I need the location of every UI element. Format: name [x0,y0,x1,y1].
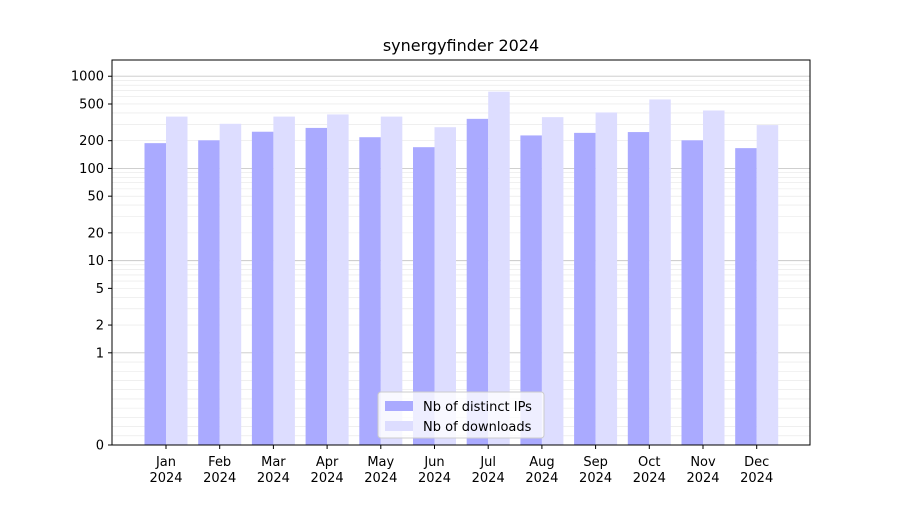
x-tick-label-line: Apr [316,455,339,470]
y-tick-label: 1000 [71,70,104,85]
bar-distinct-ips [198,140,220,446]
x-tick-label-line: Feb [208,455,231,470]
x-tick-label-line: Jun [423,455,444,470]
x-tick-label: Jul 2024 [472,455,505,486]
legend-label-downloads: Nb of downloads [423,420,532,435]
bar-downloads [380,116,403,445]
x-tick-label-line: Dec [744,455,769,470]
bar-downloads [595,112,618,446]
bar-downloads [649,99,671,445]
x-tick-label: Oct 2024 [633,455,666,486]
x-tick-label: Jun 2024 [418,455,451,486]
x-tick-label-line: Oct [638,455,660,470]
bar-distinct-ips [574,132,596,445]
y-tick-label: 5 [96,282,104,297]
y-tick-label: 0 [96,439,104,454]
bar-distinct-ips [359,137,381,445]
legend-swatch-downloads [385,421,413,431]
bar-downloads [434,127,456,446]
bar-downloads [703,110,725,446]
plot-frame [111,59,811,446]
bar-downloads [219,123,242,445]
x-tick-label-line: 2024 [525,471,558,486]
y-tick-label: 100 [79,162,104,177]
x-tick-label-line: Sep [583,455,608,470]
y-tick-label: 2 [96,319,104,334]
bar-distinct-ips [305,127,328,446]
y-tick-label: 50 [87,190,104,205]
x-tick-label: Nov 2024 [686,455,719,486]
x-tick-label: Dec 2024 [740,455,773,486]
bar-distinct-ips [466,118,489,445]
x-tick-label-line: 2024 [579,471,612,486]
y-tick-label: 10 [87,254,104,269]
x-tick-label-line: Mar [261,455,286,470]
x-tick-label-line: 2024 [472,471,505,486]
x-tick-label: Jan 2024 [149,455,182,486]
legend-swatch-ips [385,401,413,411]
x-tick-label-line: 2024 [740,471,773,486]
x-tick-label-line: 2024 [686,471,719,486]
x-tick-label-line: 2024 [311,471,344,486]
x-tick-label: Mar 2024 [257,455,290,486]
chart-title: synergyfinder 2024 [383,36,539,55]
x-tick-label-line: 2024 [203,471,236,486]
x-tick-label-line: 2024 [364,471,397,486]
y-tick-label: 200 [79,134,104,149]
x-tick-label-line: Nov [690,455,716,470]
bar-distinct-ips [144,143,166,445]
bar-downloads [273,116,295,445]
x-tick-label-line: Aug [529,455,554,470]
bar-distinct-ips [681,140,703,446]
x-tick-label-line: Jul [479,455,496,470]
legend: Nb of distinct IPs Nb of downloads [377,391,545,439]
bar-downloads [541,117,564,446]
x-tick-label: Sep 2024 [579,455,612,486]
bar-downloads [327,114,349,445]
legend-label-ips: Nb of distinct IPs [423,400,532,415]
bars-layer [144,91,779,446]
bar-distinct-ips [520,135,542,445]
x-tick-label: Aug 2024 [525,455,558,486]
x-tick-label-line: 2024 [149,471,182,486]
bar-distinct-ips [413,147,435,445]
y-tick-label: 1 [96,346,104,361]
bar-distinct-ips [735,148,757,446]
bar-distinct-ips [251,131,274,446]
y-tick-label: 500 [79,97,104,112]
x-tick-label-line: Jan [155,455,176,470]
x-tick-label-line: 2024 [257,471,290,486]
x-tick-label-line: 2024 [633,471,666,486]
y-tick-label: 20 [87,226,104,241]
x-tick-label: Feb 2024 [203,455,236,486]
x-tick-label: Apr 2024 [311,455,344,486]
legend-box [377,391,545,439]
bar-downloads [756,125,779,445]
x-tick-label: May 2024 [364,455,397,486]
bar-downloads [166,116,188,445]
x-tick-label-line: 2024 [418,471,451,486]
x-tick-label-line: May [367,455,394,470]
bar-distinct-ips [627,132,650,446]
bar-downloads [488,91,510,446]
